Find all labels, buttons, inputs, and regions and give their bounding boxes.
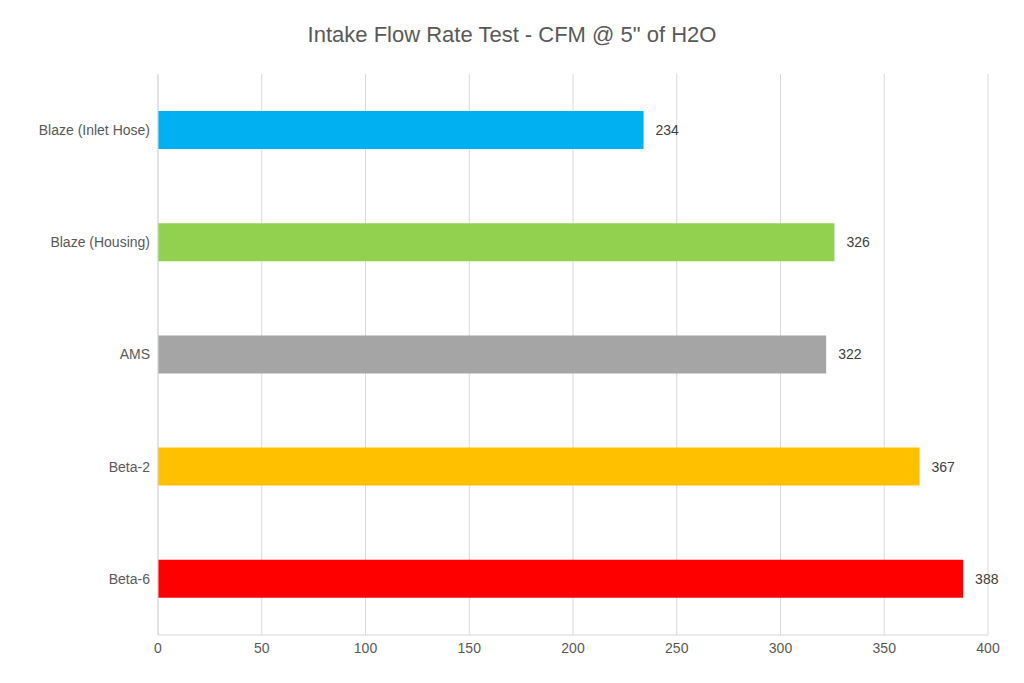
svg-text:Beta-6: Beta-6: [109, 571, 150, 587]
html-text:Intake Flow Rate Test - CFM @: Intake Flow Rate Test - CFM @ 5" of H2O: [307, 22, 717, 47]
svg-text:Beta-2: Beta-2: [109, 459, 150, 475]
svg-text:388: 388: [975, 571, 999, 587]
svg-text:Blaze (Housing): Blaze (Housing): [50, 234, 150, 250]
svg-text:326: 326: [846, 234, 870, 250]
svg-text:350: 350: [873, 640, 897, 656]
svg-text:367: 367: [932, 459, 956, 475]
svg-text:400: 400: [976, 640, 1000, 656]
svg-text:0: 0: [154, 640, 162, 656]
svg-text:300: 300: [769, 640, 793, 656]
svg-text:Blaze (Inlet Hose): Blaze (Inlet Hose): [39, 122, 150, 138]
svg-text:100: 100: [354, 640, 378, 656]
svg-text:50: 50: [254, 640, 270, 656]
svg-text:150: 150: [458, 640, 482, 656]
svg-text:AMS: AMS: [120, 346, 150, 362]
svg-text:234: 234: [656, 122, 680, 138]
svg-text:322: 322: [838, 346, 862, 362]
svg-text:250: 250: [665, 640, 689, 656]
svg-text:200: 200: [561, 640, 585, 656]
